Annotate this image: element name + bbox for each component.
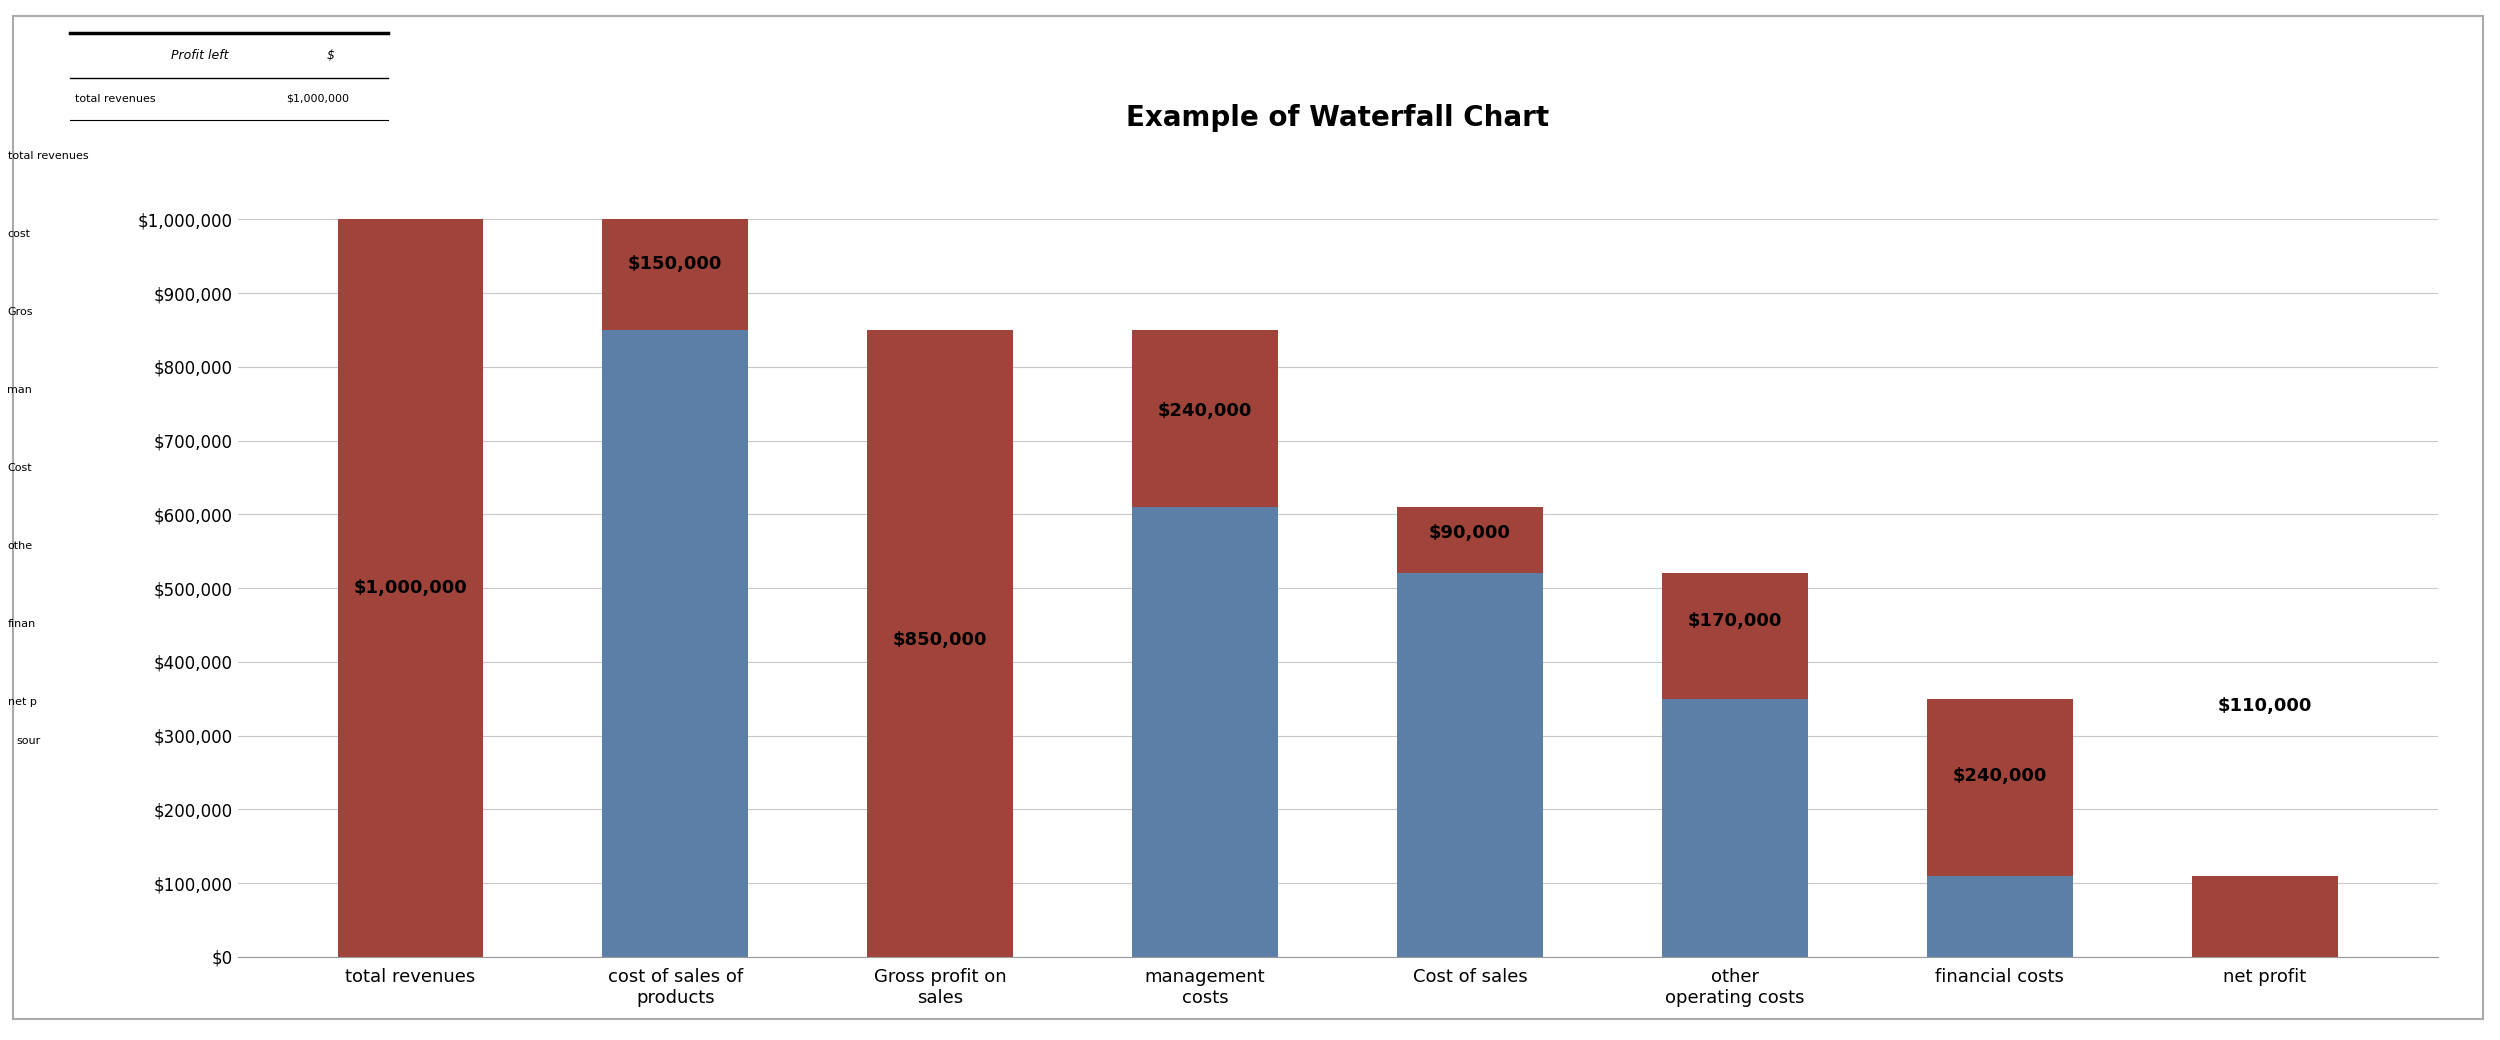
Text: $: $ (328, 49, 335, 62)
Text: $240,000: $240,000 (1158, 402, 1252, 420)
Text: othe: othe (8, 541, 32, 551)
Bar (1132, 506, 1278, 957)
Text: net p: net p (8, 697, 38, 707)
Bar (602, 330, 748, 957)
Bar (1398, 573, 1542, 957)
Text: $110,000: $110,000 (2218, 697, 2312, 716)
Text: total revenues: total revenues (8, 151, 88, 161)
Text: cost: cost (8, 229, 30, 239)
Text: $240,000: $240,000 (1952, 768, 2047, 785)
Text: man: man (8, 385, 32, 395)
Text: $1,000,000: $1,000,000 (352, 579, 468, 597)
Bar (338, 219, 482, 957)
Text: $150,000: $150,000 (628, 255, 722, 272)
Text: sour: sour (18, 736, 40, 747)
Text: Cost: Cost (8, 463, 32, 473)
Text: total revenues: total revenues (75, 94, 155, 104)
Bar (602, 219, 748, 330)
Text: $170,000: $170,000 (1688, 613, 1782, 630)
Text: $90,000: $90,000 (1430, 524, 1510, 542)
Title: Example of Waterfall Chart: Example of Waterfall Chart (1125, 104, 1550, 132)
Bar (1132, 330, 1278, 506)
Bar (867, 330, 1012, 957)
Text: Gros: Gros (8, 307, 32, 317)
Bar (1928, 876, 2072, 957)
Bar (1662, 699, 1807, 957)
Text: finan: finan (8, 619, 35, 629)
Text: $850,000: $850,000 (892, 630, 988, 649)
Bar (2192, 876, 2338, 957)
Bar (1398, 506, 1542, 573)
Bar (1662, 573, 1807, 699)
Bar (1928, 699, 2072, 876)
Text: $1,000,000: $1,000,000 (285, 94, 350, 104)
Text: Profit left: Profit left (170, 49, 227, 62)
